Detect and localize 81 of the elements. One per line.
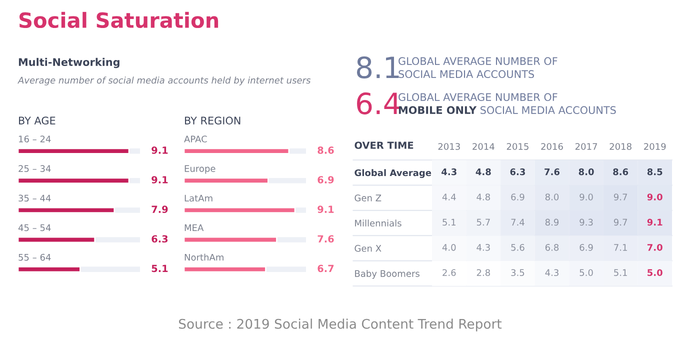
x-tick-label: 2014 bbox=[472, 143, 494, 150]
data-label: 8.0 bbox=[578, 168, 594, 176]
text: Average number of social media accounts held by internet users bbox=[18, 76, 311, 86]
data-label: 6.9 bbox=[318, 176, 334, 184]
chart-title: BY AGE bbox=[19, 116, 56, 124]
data-label: 9.1 bbox=[318, 206, 334, 213]
data-label: 7.4 bbox=[511, 218, 524, 226]
data-label: 8.6 bbox=[318, 146, 334, 154]
data-label: 6.3 bbox=[510, 168, 525, 176]
data-label: 4.4 bbox=[442, 194, 456, 200]
data-label: 5.0 bbox=[580, 269, 593, 276]
y-tick-label: 16 – 24 bbox=[18, 136, 51, 142]
chart-title: BY REGION bbox=[185, 116, 240, 124]
data-label: 9.0 bbox=[647, 194, 662, 200]
y-tick-label: Millennials bbox=[355, 220, 402, 227]
text: GLOBAL AVERAGE NUMBER OF bbox=[398, 93, 558, 102]
x-tick-label: 2015 bbox=[506, 143, 528, 150]
data-label: 9.7 bbox=[614, 218, 627, 226]
data-label: 4.3 bbox=[476, 244, 490, 251]
data-label: 8.0 bbox=[545, 194, 559, 200]
data-label: 6.9 bbox=[580, 244, 593, 251]
data-label: 9.0 bbox=[580, 194, 593, 200]
chart-title: OVER TIME bbox=[354, 142, 414, 149]
text: MOBILE ONLY bbox=[398, 106, 477, 114]
data-label: 6.3 bbox=[152, 235, 168, 243]
source-note: Source : 2019 Social Media Content Trend Report bbox=[178, 318, 502, 332]
data-label: 4.8 bbox=[476, 168, 491, 176]
x-tick-label: 2018 bbox=[610, 143, 632, 150]
x-tick-label: 2013 bbox=[438, 143, 460, 150]
data-label: 5.1 bbox=[614, 269, 627, 276]
text: 6.4 bbox=[357, 92, 400, 114]
y-tick-label: 25 – 34 bbox=[18, 165, 51, 172]
data-label: 2.8 bbox=[476, 269, 490, 276]
data-label: 6.7 bbox=[318, 264, 334, 272]
data-label: 7.1 bbox=[614, 244, 627, 251]
data-label: 7.0 bbox=[647, 244, 662, 251]
data-label: 3.5 bbox=[511, 269, 524, 276]
x-tick-label: 2016 bbox=[541, 143, 563, 150]
data-label: 2.6 bbox=[442, 269, 456, 276]
y-tick-label: Gen X bbox=[354, 244, 382, 252]
data-label: 5.7 bbox=[476, 218, 490, 226]
data-label: 8.6 bbox=[613, 168, 628, 176]
data-label: 9.1 bbox=[152, 176, 168, 184]
text: Social Saturation bbox=[19, 12, 218, 28]
data-label: 5.0 bbox=[648, 269, 662, 276]
data-label: 6.8 bbox=[545, 244, 559, 251]
text: 8.1 bbox=[356, 56, 399, 78]
y-tick-label: 35 – 44 bbox=[18, 194, 51, 202]
text: GLOBAL AVERAGE NUMBER OF bbox=[398, 57, 558, 66]
y-tick-label: 55 – 64 bbox=[18, 254, 51, 261]
data-label: 4.3 bbox=[442, 168, 456, 176]
x-tick-label: 2017 bbox=[575, 143, 597, 150]
y-tick-label: MEA bbox=[184, 224, 204, 231]
data-label: 7.9 bbox=[152, 206, 168, 213]
y-tick-label: Europe bbox=[184, 165, 216, 174]
data-label: 9.1 bbox=[647, 218, 662, 226]
text: SOCIAL MEDIA ACCOUNTS bbox=[398, 70, 534, 78]
data-label: 6.9 bbox=[511, 194, 524, 200]
y-tick-label: Gen Z bbox=[354, 194, 382, 202]
data-label: 7.6 bbox=[544, 168, 560, 176]
y-tick-label: Baby Boomers bbox=[355, 270, 420, 279]
data-label: 5.1 bbox=[152, 264, 168, 272]
data-label: 4.8 bbox=[476, 194, 490, 200]
data-label: 9.3 bbox=[580, 218, 593, 226]
data-label: 8.9 bbox=[545, 218, 559, 226]
data-label: 9.7 bbox=[614, 194, 627, 200]
data-label: 5.1 bbox=[442, 218, 456, 226]
y-tick-label: LatAm bbox=[184, 194, 212, 202]
text: SOCIAL MEDIA ACCOUNTS bbox=[480, 106, 616, 114]
data-label: 9.1 bbox=[152, 146, 168, 154]
data-label: 4.0 bbox=[442, 244, 456, 251]
y-tick-label: 45 – 54 bbox=[18, 224, 51, 232]
data-label: 4.3 bbox=[545, 269, 558, 276]
data-label: 8.5 bbox=[647, 168, 662, 176]
y-tick-label: NorthAm bbox=[184, 254, 224, 261]
y-tick-label: APAC bbox=[184, 136, 207, 142]
x-tick-label: 2019 bbox=[644, 143, 666, 150]
y-tick-label: Global Average bbox=[354, 169, 432, 178]
data-label: 5.6 bbox=[511, 244, 524, 251]
text: Multi-Networking bbox=[18, 58, 120, 68]
data-label: 7.6 bbox=[318, 235, 334, 243]
